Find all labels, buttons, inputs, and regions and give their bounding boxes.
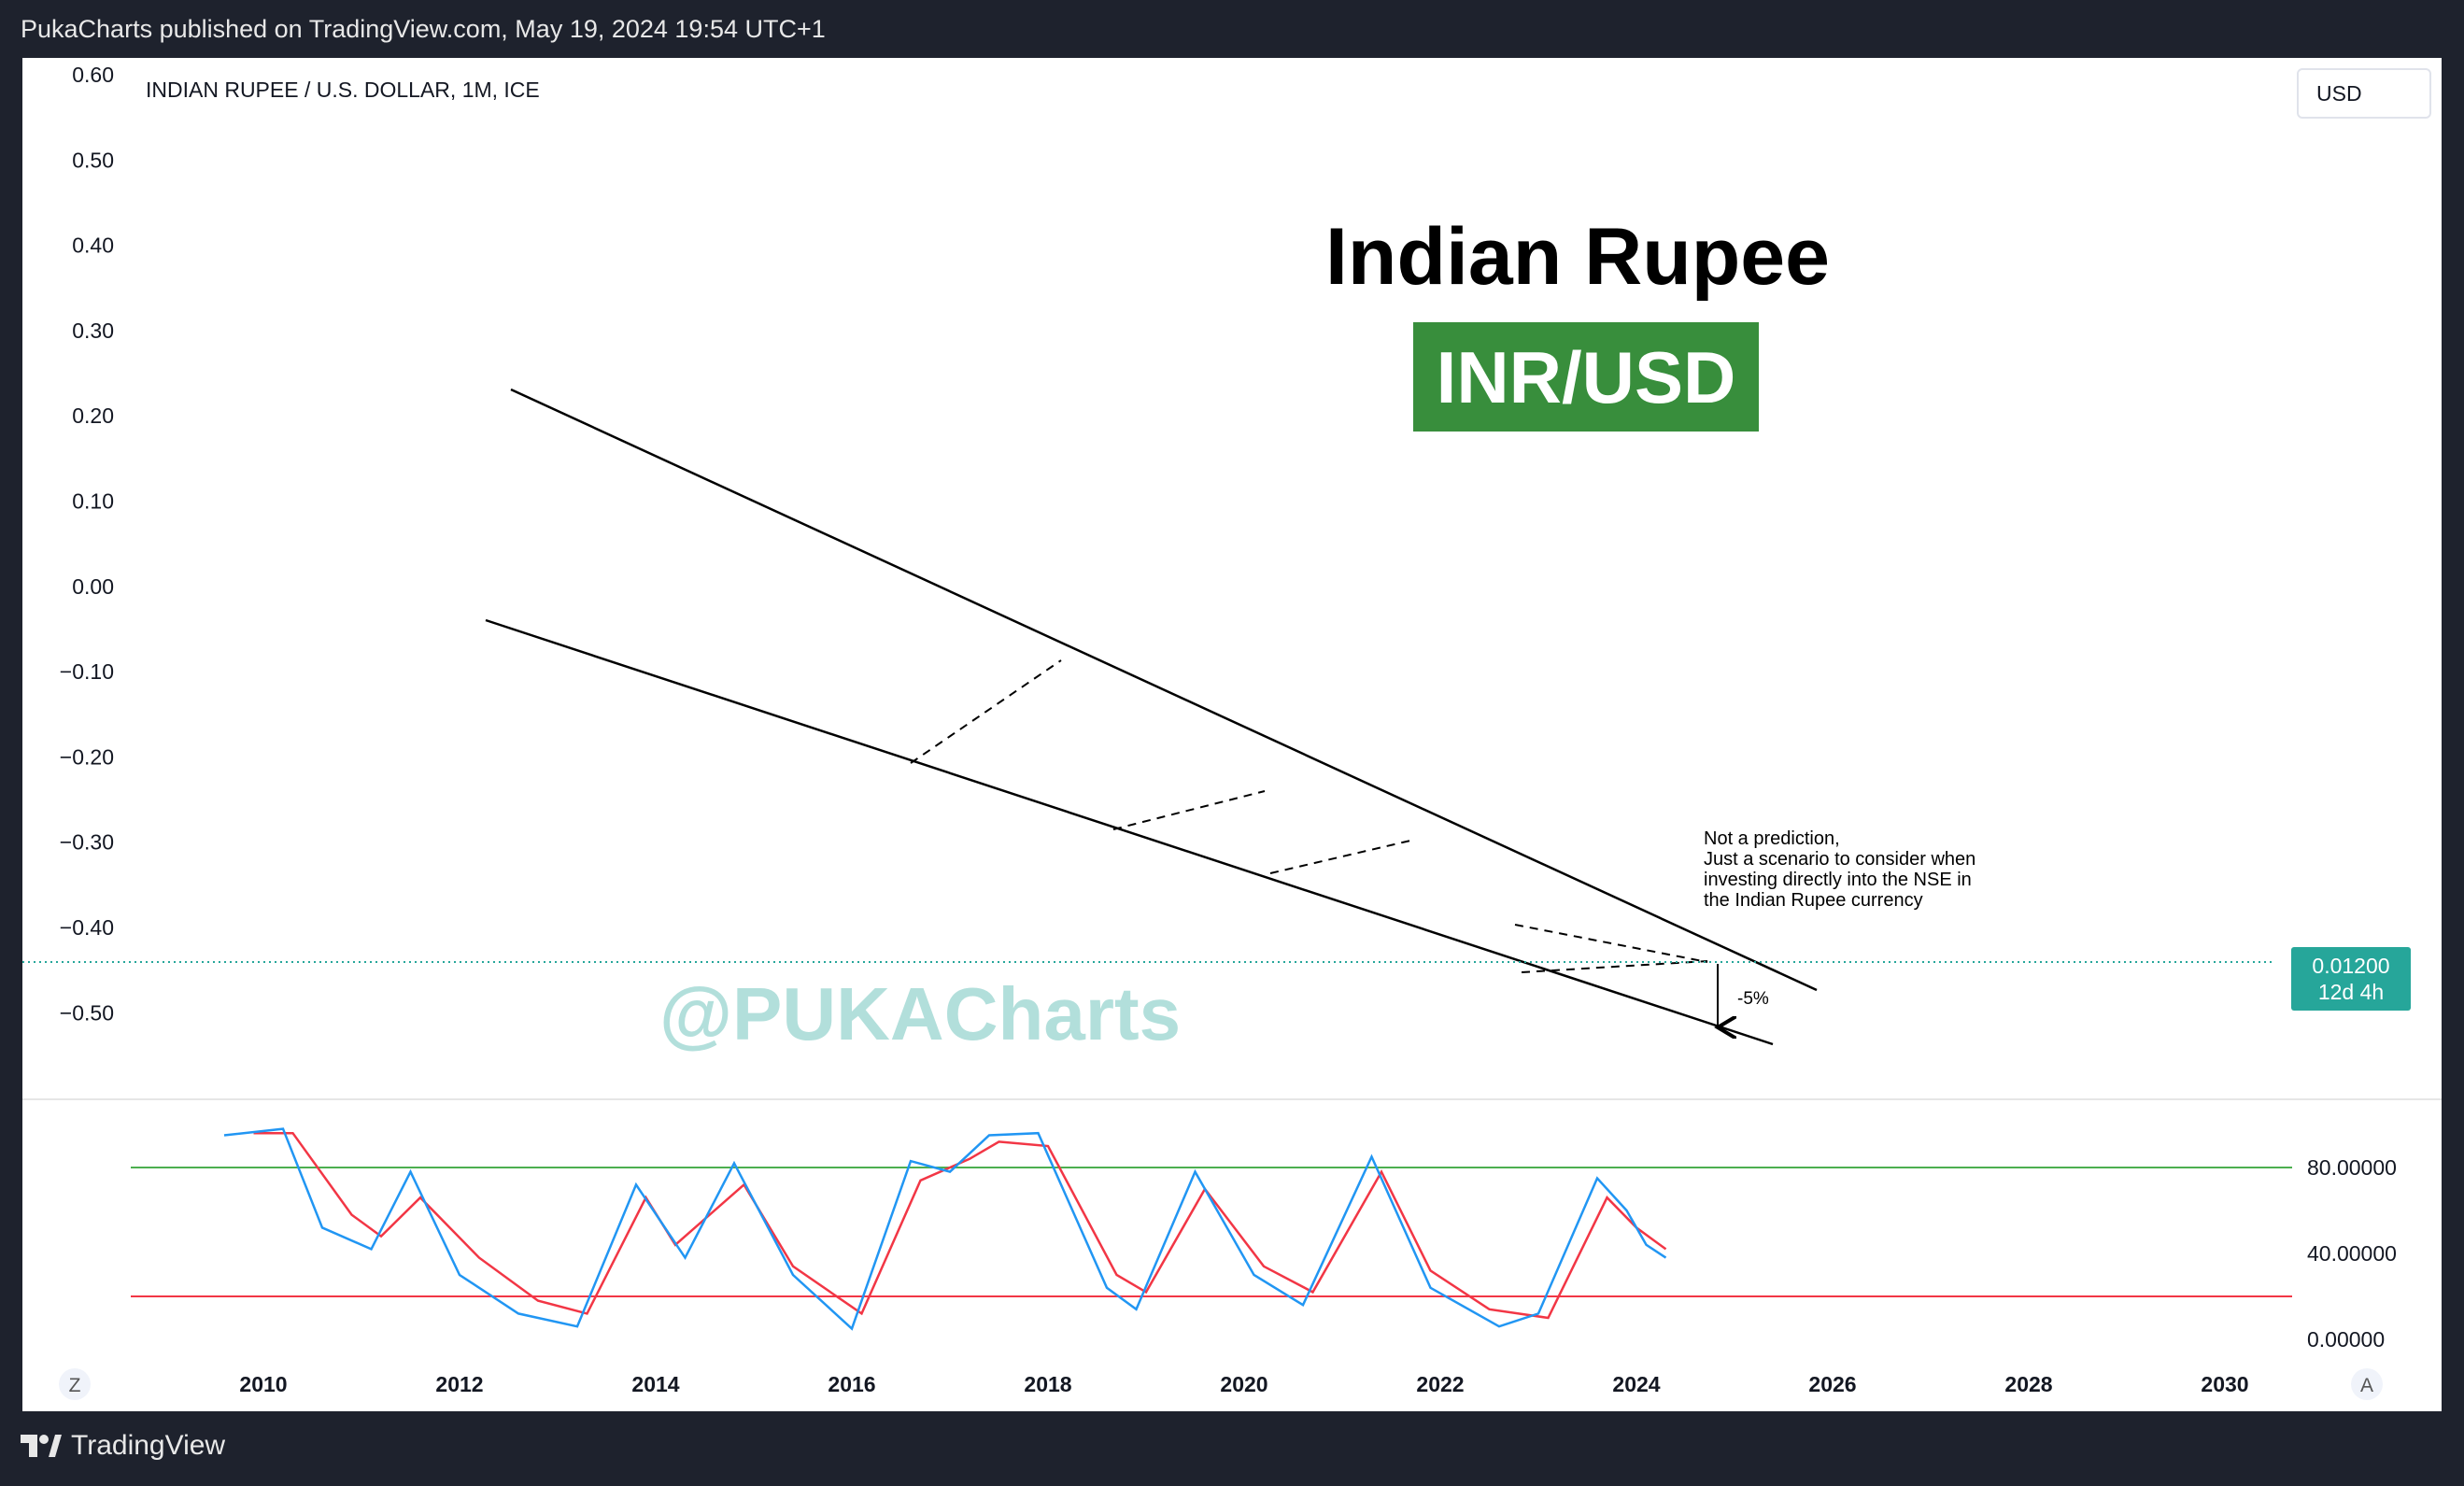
dashed-support-2 [1112,790,1266,830]
tradingview-logo[interactable]: TradingView [21,1430,225,1462]
price-tag-value: 0.01200 [2312,954,2389,978]
svg-text:investing directly into the NS: investing directly into the NSE in [1704,870,1972,890]
left-axis-tick: 0.20 [72,403,114,428]
left-axis-tick: −0.50 [60,1000,114,1025]
watermark: @PUKACharts [659,972,1181,1055]
time-axis-tick: 2028 [2004,1372,2052,1396]
left-axis-tick: 0.30 [72,318,114,343]
lower-trendline [485,618,1774,1046]
left-axis-tick: 0.50 [72,148,114,172]
time-axis-tick: 2014 [631,1372,679,1396]
svg-text:Z: Z [69,1375,81,1396]
z-button[interactable]: Z [59,1368,91,1400]
time-axis-tick: 2010 [239,1372,287,1396]
upper-trendline [510,388,1818,992]
oscillator-pane [131,1127,2292,1331]
left-axis-tick: 0.60 [72,63,114,87]
left-axis-tick: 0.00 [72,574,114,599]
tradingview-icon [21,1435,62,1457]
price-tag: 0.01200 12d 4h [2291,947,2411,1011]
time-axis-tick: 2030 [2201,1372,2248,1396]
time-axis-tick: 2012 [435,1372,483,1396]
pair-badge-bg [1413,322,1759,432]
publisher-line: PukaCharts published on TradingView.com,… [21,15,826,43]
time-axis-tick: 2026 [1808,1372,1856,1396]
chart-title: Indian Rupee [1325,212,1830,302]
left-axis-tick: 0.10 [72,489,114,514]
a-button[interactable]: A [2351,1368,2383,1400]
left-axis: 0.60 0.50 0.40 0.30 0.20 0.10 0.00 −0.10 −0.20 −0… [60,63,114,1025]
pair-badge: INR/USD [1437,336,1736,418]
time-axis-tick: 2022 [1416,1372,1464,1396]
price-tag-countdown: 12d 4h [2318,980,2384,1004]
chart-panel[interactable]: -5% INDIAN RUPEE / U.S. DOLLAR, 1M, ICE … [22,58,2442,1411]
osc-k-line [223,1127,1667,1331]
time-axis-tick: 2016 [828,1372,875,1396]
dashed-wedge-top [1514,924,1708,963]
dashed-support-3 [1269,840,1411,874]
svg-text:the Indian Rupee currency: the Indian Rupee currency [1704,890,1923,911]
svg-text:A: A [2360,1375,2373,1396]
oscillator-axis-tick: 0.00000 [2307,1327,2385,1352]
dashed-support-1 [910,659,1062,764]
left-axis-tick: −0.40 [60,915,114,940]
chart-canvas[interactable]: -5% INDIAN RUPEE / U.S. DOLLAR, 1M, ICE … [22,58,2442,1411]
time-axis-tick: 2020 [1220,1372,1267,1396]
oscillator-axis-tick: 80.00000 [2307,1155,2397,1180]
oscillator-axis: 80.00000 40.00000 0.00000 [2307,1155,2397,1352]
time-axis-tick: 2018 [1024,1372,1071,1396]
trend-lines [485,388,1818,1046]
left-axis-tick: −0.10 [60,659,114,684]
svg-text:Just a scenario to consider wh: Just a scenario to consider when [1704,849,1975,870]
time-axis-tick: 2024 [1612,1372,1660,1396]
tradingview-brand: TradingView [71,1430,226,1461]
svg-text:USD: USD [2316,81,2362,106]
left-axis-tick: 0.40 [72,234,114,258]
left-axis-tick: −0.20 [60,744,114,769]
osc-d-line [253,1131,1667,1320]
symbol-label: INDIAN RUPEE / U.S. DOLLAR, 1M, ICE [146,78,540,102]
target-label: -5% [1737,989,1769,1009]
currency-button[interactable]: USD [2297,68,2431,119]
time-axis[interactable]: 2010 2012 2014 2016 2018 2020 2022 2024 2026 2028… [239,1372,2248,1396]
svg-text:Not a prediction,: Not a prediction, [1704,828,1840,849]
left-axis-tick: −0.30 [60,830,114,855]
oscillator-axis-tick: 40.00000 [2307,1241,2397,1266]
scenario-note: Not a prediction, Just a scenario to con… [1704,828,1975,911]
